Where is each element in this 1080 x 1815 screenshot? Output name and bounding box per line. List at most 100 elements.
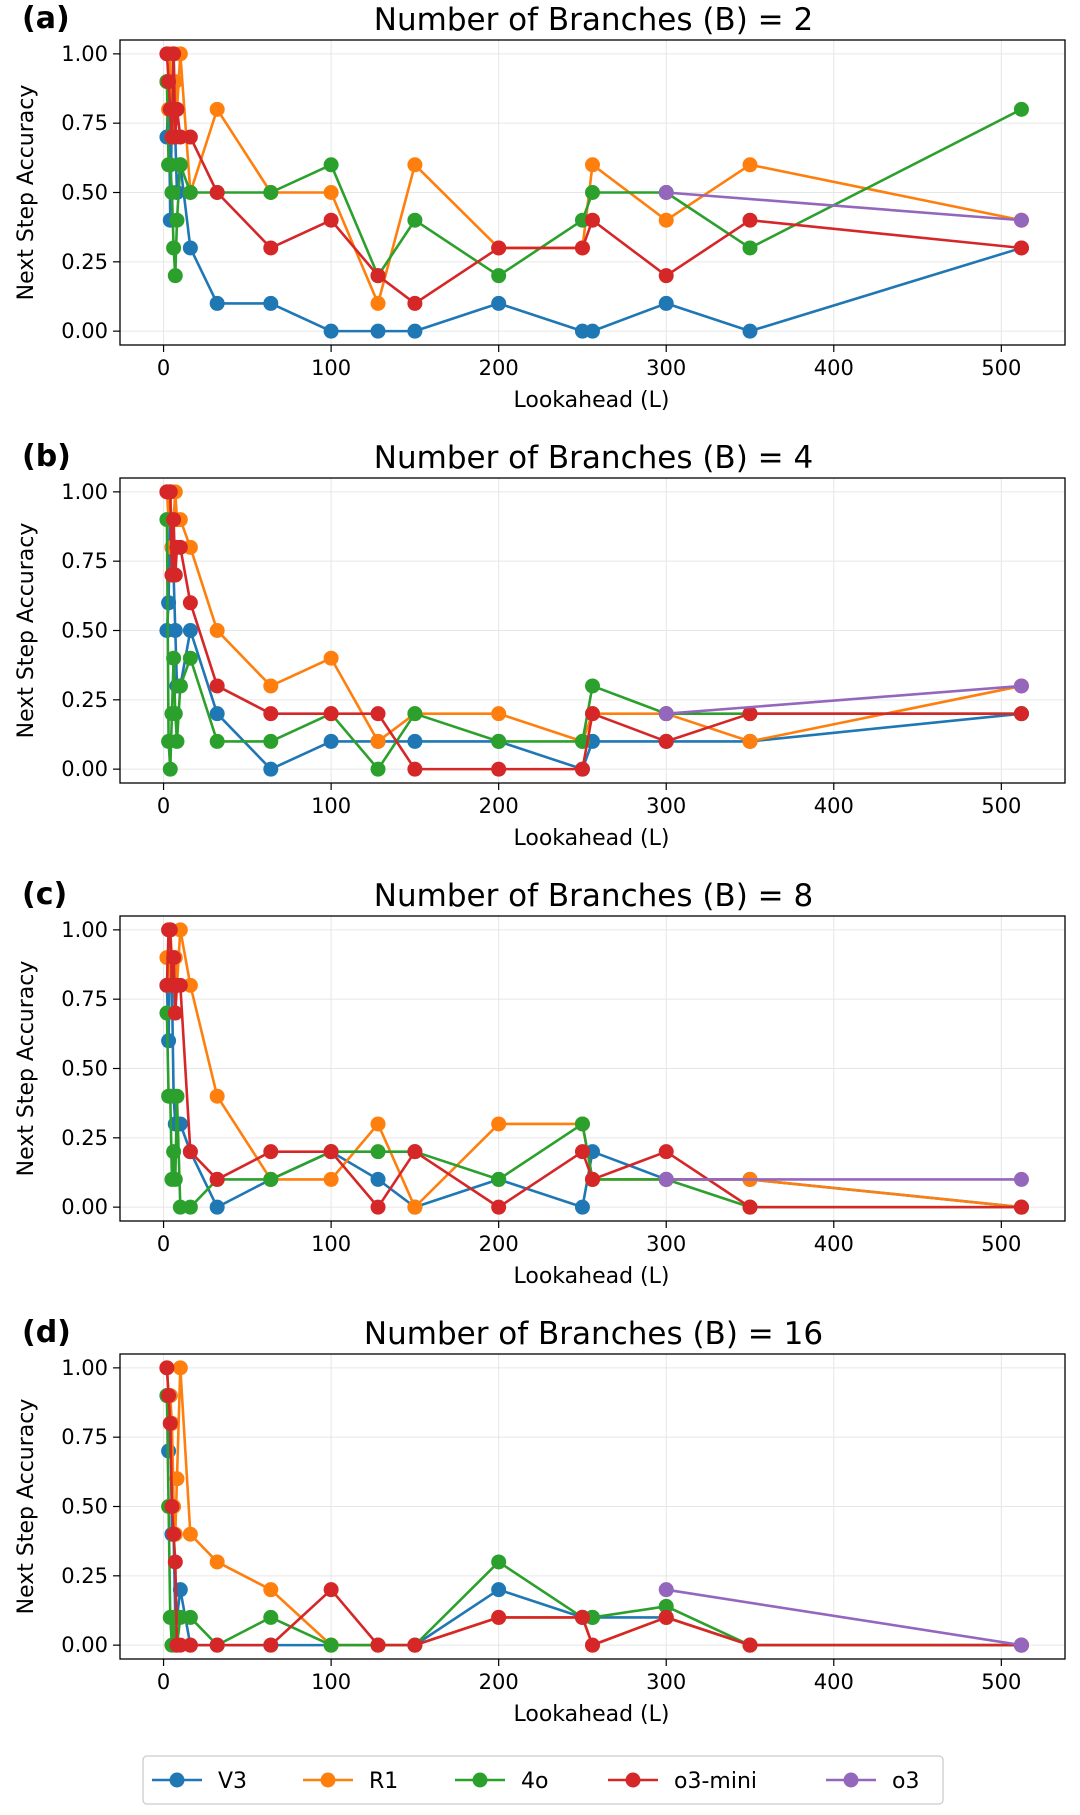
data-point-4o-8 (169, 733, 185, 749)
data-point-o3-mini-7 (167, 567, 183, 583)
x-tick-label: 500 (981, 356, 1021, 380)
y-tick-label: 0.25 (61, 688, 108, 712)
x-tick-label: 400 (814, 356, 854, 380)
data-point-o3-512 (1013, 212, 1029, 228)
data-point-o3-mini-16 (182, 129, 198, 145)
panel-label: (b) (22, 439, 71, 474)
series-line-o3 (666, 191, 1022, 222)
data-point-o3-mini-32 (209, 1171, 225, 1187)
data-point-o3-mini-256 (585, 212, 600, 228)
y-tick-label: 0.00 (61, 1195, 108, 1219)
legend-label: 4o (521, 1769, 548, 1794)
data-point-4o-256 (585, 678, 600, 694)
x-tick-label: 400 (814, 794, 854, 818)
x-tick-label: 0 (157, 794, 170, 818)
x-tick-label: 0 (157, 356, 170, 380)
panel-c-series-o3 (658, 1171, 1029, 1187)
x-tick-label: 500 (981, 1232, 1021, 1256)
x-tick-label: 300 (646, 794, 686, 818)
x-tick-label: 0 (157, 1232, 170, 1256)
data-point-v3-100 (323, 323, 339, 339)
panel-a: 0 100 200 300 400 500 0.00 0.25 0.50 0.75 1.00 Look… (14, 1, 1066, 413)
panel-d: 0 100 200 300 400 500 0.00 0.25 0.50 0.75 1.00 Look… (14, 1315, 1066, 1727)
x-tick-label: 200 (479, 1670, 519, 1694)
data-point-o3-mini-3 (161, 74, 177, 90)
data-point-v3-128 (370, 1171, 386, 1187)
data-point-4o-4 (162, 761, 178, 777)
panel-title: Number of Branches (B) = 2 (374, 2, 813, 38)
data-point-o3-mini-150 (407, 1637, 423, 1653)
y-tick-label: 0.50 (61, 181, 108, 205)
data-point-o3-mini-16 (182, 1144, 198, 1160)
data-point-4o-8 (169, 1088, 185, 1104)
data-point-o3-mini-6 (166, 46, 182, 62)
x-tick-label: 200 (479, 356, 519, 380)
y-tick-label: 0.00 (61, 757, 108, 781)
legend-label: o3-mini (674, 1769, 757, 1794)
data-point-4o-8 (169, 212, 185, 228)
x-tick-label: 500 (981, 794, 1021, 818)
panel-b: 0 100 200 300 400 500 0.00 0.25 0.50 0.75 1.00 Look… (14, 439, 1066, 851)
y-tick-label: 0.00 (61, 1633, 108, 1657)
data-point-o3-mini-100 (323, 706, 339, 722)
y-tick-label: 0.00 (61, 319, 108, 343)
data-point-4o-350 (742, 240, 758, 256)
data-point-v3-250 (574, 1199, 590, 1215)
data-point-4o-6 (166, 650, 182, 666)
data-point-4o-16 (182, 650, 198, 666)
data-point-r1-350 (742, 157, 758, 173)
data-point-r1-32 (209, 1554, 225, 1570)
data-point-4o-250 (574, 1116, 590, 1132)
data-point-o3-mini-150 (407, 295, 423, 311)
data-point-4o-16 (182, 185, 198, 200)
data-point-o3-mini-128 (370, 1199, 386, 1215)
data-point-r1-256 (585, 157, 600, 173)
data-point-o3-mini-250 (574, 1609, 590, 1625)
x-tick-label: 200 (479, 1232, 519, 1256)
y-tick-label: 0.50 (61, 1057, 108, 1081)
data-point-o3-mini-5 (164, 1499, 180, 1514)
data-point-r1-150 (407, 157, 423, 173)
data-point-v3-32 (209, 706, 225, 722)
data-point-v3-200 (491, 1582, 507, 1598)
data-point-o3-mini-512 (1013, 1199, 1029, 1215)
data-point-o3-mini-300 (658, 1609, 674, 1625)
data-point-v3-100 (323, 733, 339, 749)
data-point-o3-mini-256 (585, 1637, 600, 1653)
data-point-4o-10 (172, 157, 188, 173)
data-point-o3-mini-150 (407, 761, 423, 777)
data-point-4o-150 (407, 212, 423, 228)
data-point-o3-mini-300 (658, 733, 674, 749)
data-point-o3-mini-200 (491, 1609, 507, 1625)
data-point-r1-64 (263, 1582, 279, 1598)
data-point-o3-mini-32 (209, 185, 225, 200)
legend-marker (320, 1772, 336, 1788)
data-point-o3-mini-200 (491, 240, 507, 256)
x-axis-label: Lookahead (L) (514, 1264, 670, 1289)
series-line-r1 (165, 490, 1022, 743)
y-tick-label: 1.00 (61, 918, 108, 942)
data-point-v3-32 (209, 295, 225, 311)
x-tick-label: 300 (646, 1232, 686, 1256)
data-point-4o-150 (407, 706, 423, 722)
panel-label: (c) (22, 877, 67, 912)
series-line-o3-mini (166, 490, 1022, 771)
y-tick-label: 0.75 (61, 549, 108, 573)
x-tick-label: 300 (646, 1670, 686, 1694)
data-point-4o-256 (585, 185, 600, 200)
data-point-o3-mini-64 (263, 1637, 279, 1653)
data-point-o3-mini-256 (585, 1171, 600, 1187)
data-point-r1-32 (209, 1088, 225, 1104)
x-tick-label: 400 (814, 1670, 854, 1694)
legend-marker (472, 1772, 488, 1788)
data-point-4o-200 (491, 268, 507, 284)
data-point-o3-mini-200 (491, 761, 507, 777)
data-point-o3-mini-250 (574, 1144, 590, 1160)
data-point-4o-6 (166, 1144, 182, 1160)
y-tick-label: 1.00 (61, 42, 108, 66)
panel-d-series-o3 (658, 1582, 1029, 1653)
x-axis-label: Lookahead (L) (514, 826, 670, 851)
data-point-o3-mini-100 (323, 212, 339, 228)
data-point-4o-100 (323, 157, 339, 173)
panel-title: Number of Branches (B) = 8 (374, 878, 813, 914)
